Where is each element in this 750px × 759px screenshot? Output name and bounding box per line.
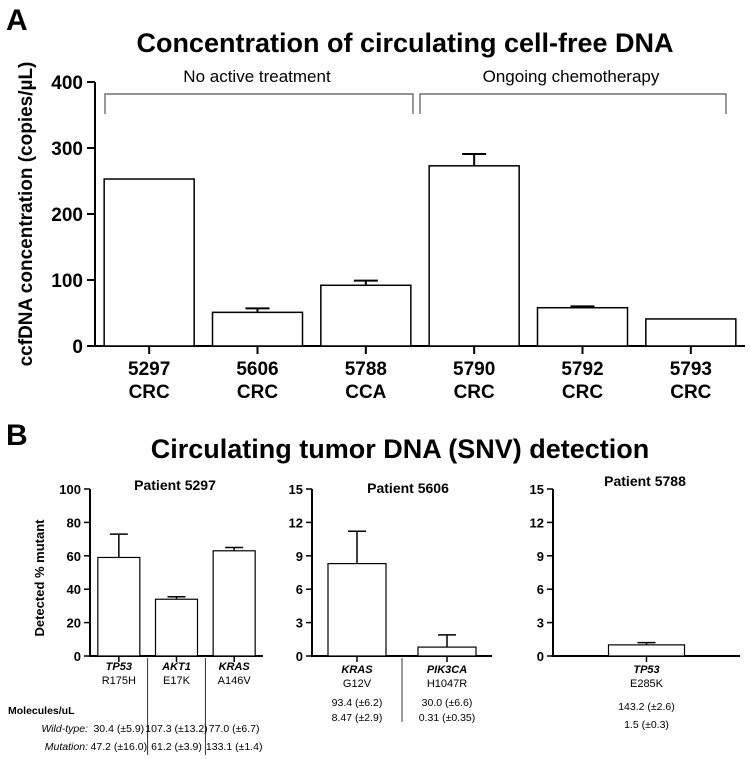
y-tick-label: 3 (296, 616, 303, 631)
y-tick-label: 0 (296, 649, 303, 664)
y-tick-label: 400 (51, 73, 83, 94)
y-tick-label: 60 (67, 549, 81, 564)
gene-label: AKT1 (161, 661, 191, 673)
y-tick-label: 6 (296, 582, 303, 597)
x-tick-label: CRC (237, 382, 278, 403)
x-tick-label: 5790 (453, 359, 495, 380)
panel-b-label: B (6, 419, 28, 452)
y-tick-label: 100 (51, 271, 83, 292)
bar (428, 165, 520, 347)
gene-label: PIK3CA (427, 664, 467, 676)
mutation-row-label: Mutation: (45, 741, 88, 753)
y-tick-label: 9 (537, 549, 544, 564)
group-bracket (104, 93, 414, 114)
ccfdna-chart: 01002003004005297CRC5606CRC5788CCA5790CR… (51, 73, 745, 403)
table-header-label: Molecules/uL (8, 705, 75, 717)
y-tick-label: 0 (537, 649, 544, 664)
wildtype-value: 143.2 (±2.6) (618, 701, 675, 713)
ctdna-charts: Patient 5297020406080100TP53R175HAKT1E17… (59, 473, 740, 755)
bracket-right-label: Ongoing chemotherapy (483, 67, 660, 86)
bar (97, 556, 141, 657)
gene-label: KRAS (341, 664, 373, 676)
gene-label: KRAS (219, 661, 251, 673)
x-tick-label: 5793 (670, 359, 712, 380)
mutation-label: E17K (163, 675, 191, 687)
panel-b-title: Circulating tumor DNA (SNV) detection (151, 434, 650, 464)
bar (212, 550, 256, 657)
y-tick-label: 3 (537, 616, 544, 631)
bar (417, 646, 477, 657)
y-tick-label: 100 (59, 482, 81, 497)
panel-b-ylabel: Detected % mutant (32, 519, 47, 637)
mutation-value: 133.1 (±1.4) (206, 741, 263, 753)
mutation-label: R175H (102, 675, 136, 687)
bracket-left-label: No active treatment (183, 67, 331, 86)
mutation-value: 61.2 (±3.9) (151, 741, 202, 753)
bar (607, 644, 686, 657)
x-tick-label: 5792 (561, 359, 603, 380)
y-tick-label: 6 (537, 582, 544, 597)
x-tick-label: 5606 (236, 359, 278, 380)
wildtype-value: 30.4 (±5.9) (93, 723, 144, 735)
bar (211, 311, 304, 347)
x-tick-label: CRC (670, 382, 711, 403)
bar (103, 178, 195, 347)
y-tick-label: 12 (289, 515, 303, 530)
y-tick-label: 15 (530, 482, 544, 497)
panel-a-title: Concentration of circulating cell-free D… (136, 28, 673, 58)
molecule-tables: 30.4 (±5.9) 47.2 (±16.0) 107.3 (±13.2) 61.2… (91, 697, 675, 753)
patient-title: Patient 5788 (604, 473, 686, 489)
bar (536, 306, 629, 347)
group-bracket (419, 93, 727, 114)
bar (154, 598, 199, 657)
y-tick-label: 9 (296, 549, 303, 564)
wildtype-value: 93.4 (±6.2) (332, 697, 383, 709)
mutation-label: H1047R (427, 678, 467, 690)
x-tick-label: CRC (129, 382, 170, 403)
y-tick-label: 300 (51, 139, 83, 160)
panel-a-ylabel: ccfDNA concentration (copies/µL) (16, 62, 37, 367)
x-tick-label: CCA (345, 382, 386, 403)
mutation-value: 0.31 (±0.35) (419, 712, 476, 724)
panel-a-label: A (6, 4, 28, 37)
gene-label: TP53 (633, 664, 659, 676)
mutation-label: A146V (218, 675, 252, 687)
bar (645, 318, 737, 347)
bar (327, 562, 387, 657)
patient-title: Patient 5606 (367, 480, 449, 496)
wildtype-value: 107.3 (±13.2) (145, 723, 207, 735)
y-tick-label: 15 (289, 482, 303, 497)
y-tick-label: 20 (67, 616, 81, 631)
mutation-label: E285K (630, 678, 664, 690)
wildtype-value: 30.0 (±6.6) (422, 697, 473, 709)
wildtype-row-label: Wild-type: (41, 723, 88, 735)
y-tick-label: 40 (67, 582, 81, 597)
gene-label: TP53 (106, 661, 132, 673)
mutation-label: G12V (343, 678, 372, 690)
y-tick-label: 80 (67, 515, 81, 530)
y-tick-label: 0 (74, 649, 81, 664)
mutation-value: 8.47 (±2.9) (332, 712, 383, 724)
mutation-value: 1.5 (±0.3) (624, 719, 669, 731)
wildtype-value: 77.0 (±6.7) (209, 723, 260, 735)
x-tick-label: 5788 (345, 359, 387, 380)
mutation-value: 47.2 (±16.0) (91, 741, 148, 753)
x-tick-label: 5297 (128, 359, 170, 380)
x-tick-label: CRC (454, 382, 495, 403)
y-tick-label: 12 (530, 515, 544, 530)
x-tick-label: CRC (562, 382, 603, 403)
patient-title: Patient 5297 (134, 477, 216, 493)
bar (320, 284, 412, 347)
y-tick-label: 200 (51, 205, 83, 226)
y-tick-label: 0 (72, 337, 83, 358)
